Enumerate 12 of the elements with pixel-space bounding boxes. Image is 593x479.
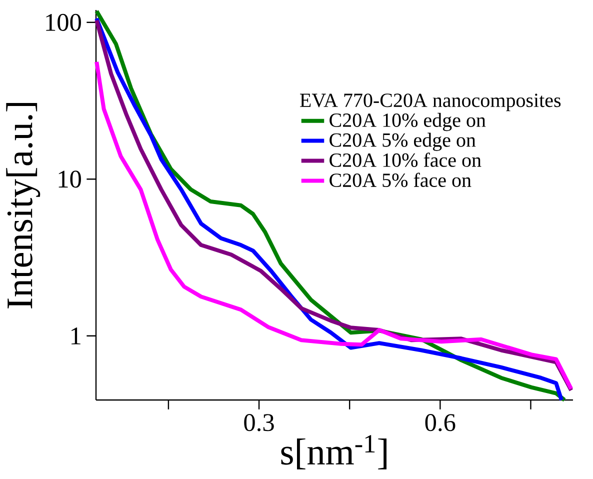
legend-label: C20A 10% face on: [330, 152, 482, 168]
legend-title: EVA 770-C20A nanocomposites: [300, 94, 561, 112]
legend-label: C20A 10% edge on: [330, 112, 486, 132]
y-tick-label: 10: [58, 170, 81, 188]
legend-label: C20A 5% edge on: [330, 132, 476, 151]
x-axis-title: s[nm$^{-1}$]: [281, 435, 386, 470]
x-tick-label: 0.6: [425, 414, 456, 432]
legend-label: C20A 5% face on: [330, 172, 472, 188]
x-tick-label: 0.3: [244, 414, 274, 432]
y-tick-label: 100: [46, 14, 81, 31]
y-tick-label: 1: [72, 328, 80, 344]
y-axis-title: Intensity[a.u.]: [6, 103, 40, 308]
